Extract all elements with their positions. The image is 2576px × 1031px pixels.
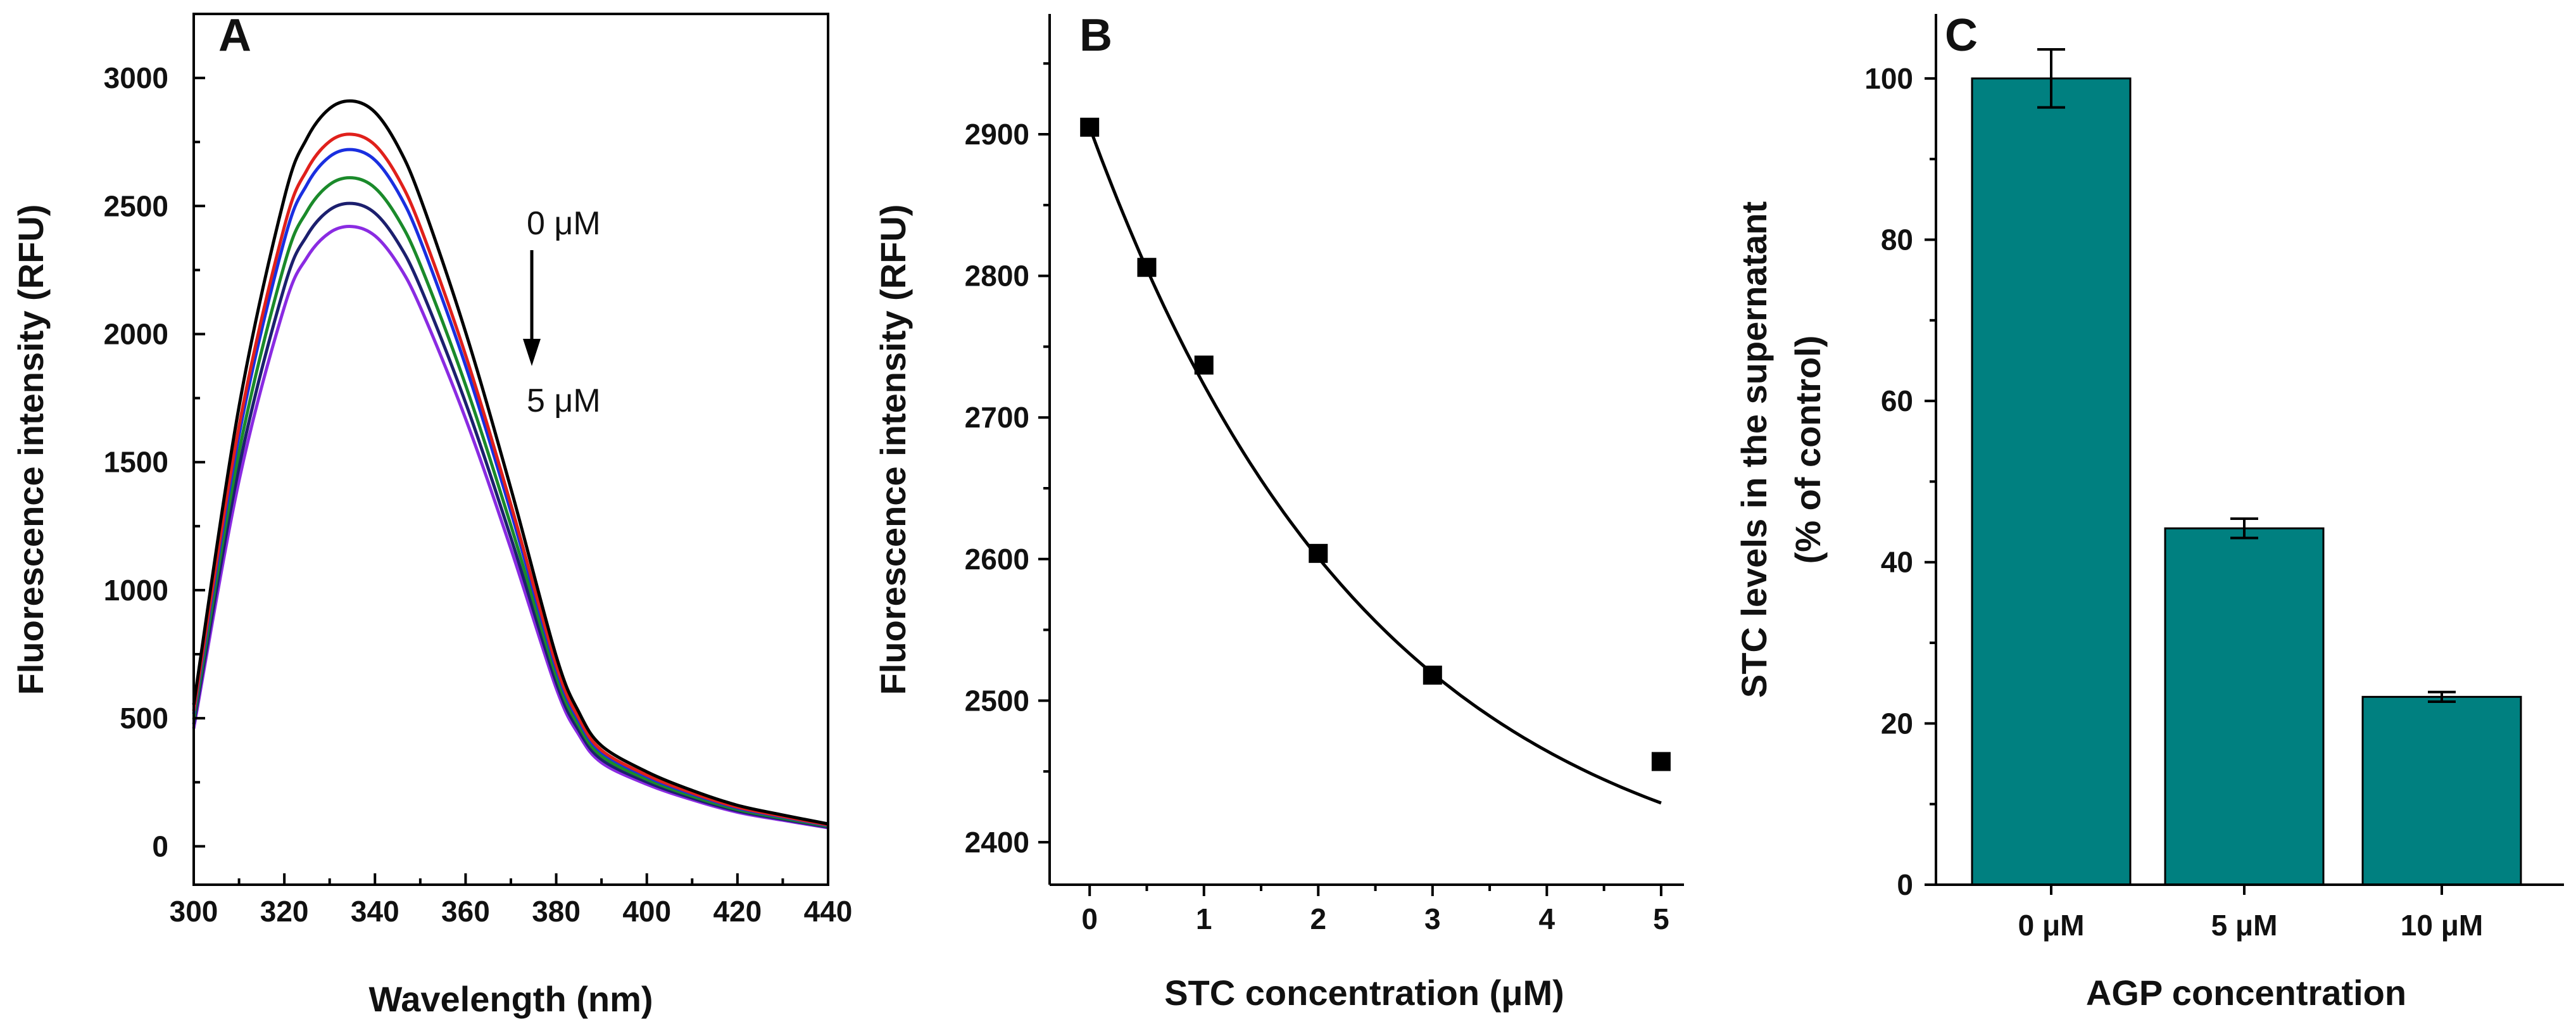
panel-a-curves <box>192 99 829 830</box>
panel-b-data-point <box>1309 543 1328 563</box>
panel-c-label: C <box>1945 10 1978 61</box>
panel-a-y-tick-label: 2500 <box>104 189 168 222</box>
panel-a-series-0 <box>192 99 829 826</box>
panel-b-x-tick-label: 5 <box>1653 902 1669 935</box>
panel-a-x-tick-label: 400 <box>622 895 671 928</box>
panel-a-x-tick-label: 420 <box>713 895 762 928</box>
panel-b-y-tick-label: 2900 <box>965 118 1029 151</box>
panel-a: A 300 320 340 360 380 400 420 440 0 500 1000 1500 2… <box>11 10 852 1019</box>
panel-b-data-point <box>1423 666 1442 685</box>
panel-c-y-tick-label: 40 <box>1881 546 1913 579</box>
panel-c-bar <box>1971 77 2132 886</box>
panel-a-x-tick-label: 380 <box>532 895 581 928</box>
panel-b-y-axis-title: Fluorescence intensity (RFU) <box>873 205 913 695</box>
panel-b-x-axis-title: STC concentration (μM) <box>1164 973 1564 1013</box>
panel-c-x-tick-label: 5 μM <box>2211 909 2278 942</box>
panel-b-data-point <box>1137 258 1157 277</box>
panel-c-y-ticks: 0 20 40 60 80 100 <box>1864 62 1936 901</box>
panel-b-data-point <box>1194 355 1214 375</box>
panel-a-annotation-top: 0 μM <box>527 205 601 242</box>
panel-a-y-tick-label: 3000 <box>104 61 168 94</box>
panel-a-arrow-head <box>523 339 541 366</box>
panel-a-annotation-bottom: 5 μM <box>527 383 601 419</box>
panel-b-x-tick-label: 0 <box>1081 902 1098 935</box>
panel-b-fit-curve <box>1088 127 1662 805</box>
panel-b-data-point <box>1080 117 1100 137</box>
panel-c-y-tick-label: 100 <box>1864 62 1913 95</box>
panel-b-label: B <box>1079 10 1112 61</box>
panel-a-frame <box>192 13 829 886</box>
panel-b-x-ticks: 0 1 2 3 4 5 <box>1081 885 1669 935</box>
panel-a-y-ticks: 0 500 1000 1500 2000 2500 3000 <box>104 61 205 863</box>
panel-a-y-tick-label: 1000 <box>104 574 168 607</box>
panel-c-bar <box>2361 695 2522 886</box>
panel-b-x-tick-label: 1 <box>1196 902 1212 935</box>
panel-b: B 0 1 2 3 4 5 2400 2500 2600 2700 2800 2900 STC co… <box>873 10 1684 1013</box>
panel-a-series-3 <box>192 176 829 828</box>
panel-b-y-tick-label: 2800 <box>965 260 1029 293</box>
panel-c-x-tick-label: 0 μM <box>2018 909 2085 942</box>
panel-b-y-tick-label: 2500 <box>965 684 1029 717</box>
panel-b-y-tick-label: 2400 <box>965 826 1029 859</box>
panel-a-x-axis-title: Wavelength (nm) <box>368 979 653 1019</box>
panel-b-x-tick-label: 3 <box>1424 902 1441 935</box>
panel-a-x-tick-label: 440 <box>804 895 853 928</box>
panel-a-x-tick-label: 340 <box>351 895 399 928</box>
panel-a-series-4 <box>192 201 829 829</box>
panel-a-x-tick-label: 360 <box>441 895 490 928</box>
panel-c-x-tick-label: 10 μM <box>2401 909 2483 942</box>
panel-b-x-tick-label: 4 <box>1539 902 1555 935</box>
panel-b-y-ticks: 2400 2500 2600 2700 2800 2900 <box>965 62 1050 859</box>
panel-b-y-tick-label: 2600 <box>965 543 1029 576</box>
panel-a-x-ticks: 300 320 340 360 380 400 420 440 <box>170 873 853 928</box>
panel-c-bars <box>1971 77 2522 886</box>
panel-a-y-tick-label: 0 <box>152 830 168 863</box>
panel-a-y-axis-title: Fluorescence intensity (RFU) <box>11 205 51 695</box>
panel-c-x-axis-title: AGP concentration <box>2086 973 2406 1013</box>
panel-b-y-tick-label: 2700 <box>965 401 1029 434</box>
panel-c-bar <box>2164 527 2325 886</box>
panel-b-data-point <box>1651 752 1671 771</box>
panel-c-y-axis-title: STC levels in the supernatant <box>1734 201 1774 698</box>
panel-b-points <box>1080 117 1671 771</box>
panel-c: C 0 20 40 60 80 100 0 μM 5 μM 10 μM AGP concent… <box>1734 10 2564 1013</box>
panel-c-error-bars <box>2037 48 2456 703</box>
panel-a-y-tick-label: 1500 <box>104 446 168 479</box>
panel-c-y-tick-label: 80 <box>1881 223 1913 256</box>
panel-c-y-axis-title-2: (% of control) <box>1788 336 1828 564</box>
panel-c-y-tick-label: 60 <box>1881 384 1913 417</box>
panel-c-y-tick-label: 0 <box>1897 868 1913 901</box>
panel-a-x-tick-label: 320 <box>260 895 309 928</box>
panel-a-series-1 <box>192 132 829 827</box>
panel-b-x-tick-label: 2 <box>1310 902 1326 935</box>
panel-a-series-5 <box>192 225 829 830</box>
panel-a-label: A <box>218 10 251 61</box>
panel-a-y-tick-label: 2000 <box>104 318 168 351</box>
panel-c-x-tick-labels: 0 μM 5 μM 10 μM <box>2018 885 2483 942</box>
panel-a-x-tick-label: 300 <box>170 895 218 928</box>
panel-a-y-tick-label: 500 <box>120 702 168 735</box>
panel-c-y-tick-label: 20 <box>1881 707 1913 740</box>
